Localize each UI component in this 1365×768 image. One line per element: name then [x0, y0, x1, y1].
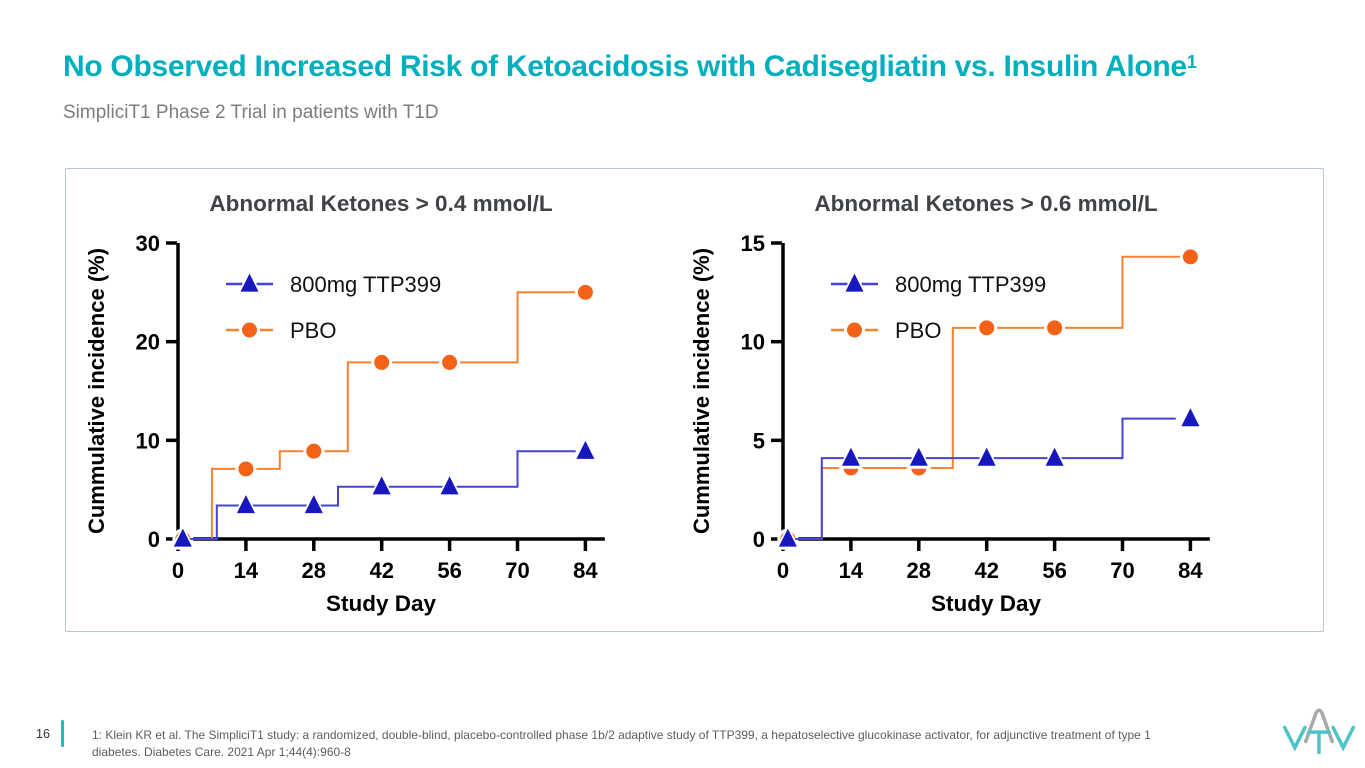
data-point-triangle — [1045, 447, 1064, 466]
y-tick-label: 10 — [136, 428, 160, 453]
data-point-triangle — [977, 447, 996, 466]
legend: 800mg TTP399 PBO — [831, 269, 1046, 343]
data-point-triangle — [236, 495, 255, 514]
logo-letters — [1282, 725, 1356, 755]
legend-label: 800mg TTP399 — [290, 272, 441, 297]
page-number: 16 — [36, 727, 50, 741]
data-point-triangle — [841, 447, 860, 466]
data-point-circle — [306, 443, 322, 459]
slide-title: No Observed Increased Risk of Ketoacidos… — [63, 50, 1197, 84]
data-point-triangle — [1181, 408, 1200, 427]
data-point-triangle — [440, 476, 459, 495]
data-point-circle — [577, 284, 593, 300]
data-point-circle — [847, 322, 862, 338]
x-tick-label: 70 — [505, 558, 529, 583]
series-800mg-ttp399 — [170, 436, 598, 550]
x-tick-label: 84 — [1178, 558, 1203, 583]
x-axis-label: Study Day — [931, 591, 1042, 616]
chart-svg: Abnormal Ketones > 0.4 mmol/L Cummulative… — [84, 191, 605, 616]
legend-label: PBO — [895, 318, 941, 343]
data-point-triangle — [909, 447, 928, 466]
y-tick-label: 0 — [148, 527, 160, 552]
x-tick-label: 42 — [369, 558, 393, 583]
x-axis-label: Study Day — [326, 591, 437, 616]
data-point-circle — [238, 461, 254, 477]
x-tick-label: 0 — [172, 558, 184, 583]
logo-peak-icon — [1303, 708, 1335, 744]
chart-abnormal-ketones-0-4: Abnormal Ketones > 0.4 mmol/L Cummulative… — [66, 179, 666, 619]
data-point-triangle — [778, 528, 797, 547]
x-tick-label: 14 — [234, 558, 259, 583]
y-tick-label: 0 — [753, 527, 765, 552]
data-point-circle — [442, 354, 458, 370]
x-tick-label: 56 — [437, 558, 461, 583]
legend-item: 800mg TTP399 — [831, 269, 1046, 297]
x-tick-label: 0 — [777, 558, 789, 583]
data-point-triangle — [576, 440, 595, 459]
data-point-circle — [1182, 249, 1198, 265]
slide-subtitle: SimpliciT1 Phase 2 Trial in patients wit… — [63, 102, 439, 123]
legend-label: 800mg TTP399 — [895, 272, 1046, 297]
accent-bar — [61, 720, 64, 747]
y-tick-label: 10 — [741, 330, 765, 355]
chart-abnormal-ketones-0-6: Abnormal Ketones > 0.6 mmol/L Cummulative… — [671, 179, 1271, 619]
x-tick-label: 84 — [573, 558, 598, 583]
y-axis-label: Cummulative incidence (%) — [84, 248, 109, 534]
y-tick-label: 30 — [136, 231, 160, 256]
series-line — [783, 417, 1176, 540]
x-tick-label: 28 — [907, 558, 931, 583]
x-tick-label: 70 — [1110, 558, 1134, 583]
chart-title: Abnormal Ketones > 0.6 mmol/L — [814, 191, 1157, 216]
data-point-triangle — [372, 476, 391, 495]
data-point-triangle — [240, 273, 259, 292]
x-tick-label: 42 — [974, 558, 998, 583]
legend-item: PBO — [226, 318, 336, 343]
slide-title-footnote-ref: 1 — [1186, 52, 1197, 72]
legend-label: PBO — [290, 318, 336, 343]
chart-svg: Abnormal Ketones > 0.6 mmol/L Cummulative… — [689, 191, 1210, 616]
legend-item: PBO — [831, 318, 941, 343]
legend-item: 800mg TTP399 — [226, 269, 441, 297]
data-point-triangle — [173, 528, 192, 547]
data-point-circle — [979, 320, 995, 336]
series-line — [783, 255, 1181, 540]
data-point-triangle — [304, 495, 323, 514]
x-tick-label: 28 — [302, 558, 326, 583]
vtv-logo — [1282, 708, 1356, 755]
data-point-triangle — [845, 273, 864, 292]
x-tick-label: 56 — [1042, 558, 1066, 583]
slide-title-text: No Observed Increased Risk of Ketoacidos… — [63, 50, 1187, 83]
legend: 800mg TTP399 PBO — [226, 269, 441, 343]
footnote: 1: Klein KR et al. The SimpliciT1 study:… — [92, 728, 1151, 760]
chart-title: Abnormal Ketones > 0.4 mmol/L — [209, 191, 552, 216]
chart-panel: Abnormal Ketones > 0.4 mmol/L Cummulative… — [65, 168, 1324, 632]
y-tick-label: 20 — [136, 330, 160, 355]
data-point-circle — [374, 354, 390, 370]
series-800mg-ttp399 — [775, 404, 1203, 550]
series-line — [178, 450, 576, 540]
series-pbo — [172, 281, 596, 550]
data-point-circle — [242, 322, 257, 338]
y-tick-label: 15 — [741, 231, 765, 256]
y-tick-label: 5 — [753, 428, 765, 453]
y-axis-label: Cummulative incidence (%) — [689, 248, 714, 534]
data-point-circle — [1047, 320, 1063, 336]
x-tick-label: 14 — [839, 558, 864, 583]
axes — [166, 241, 605, 551]
